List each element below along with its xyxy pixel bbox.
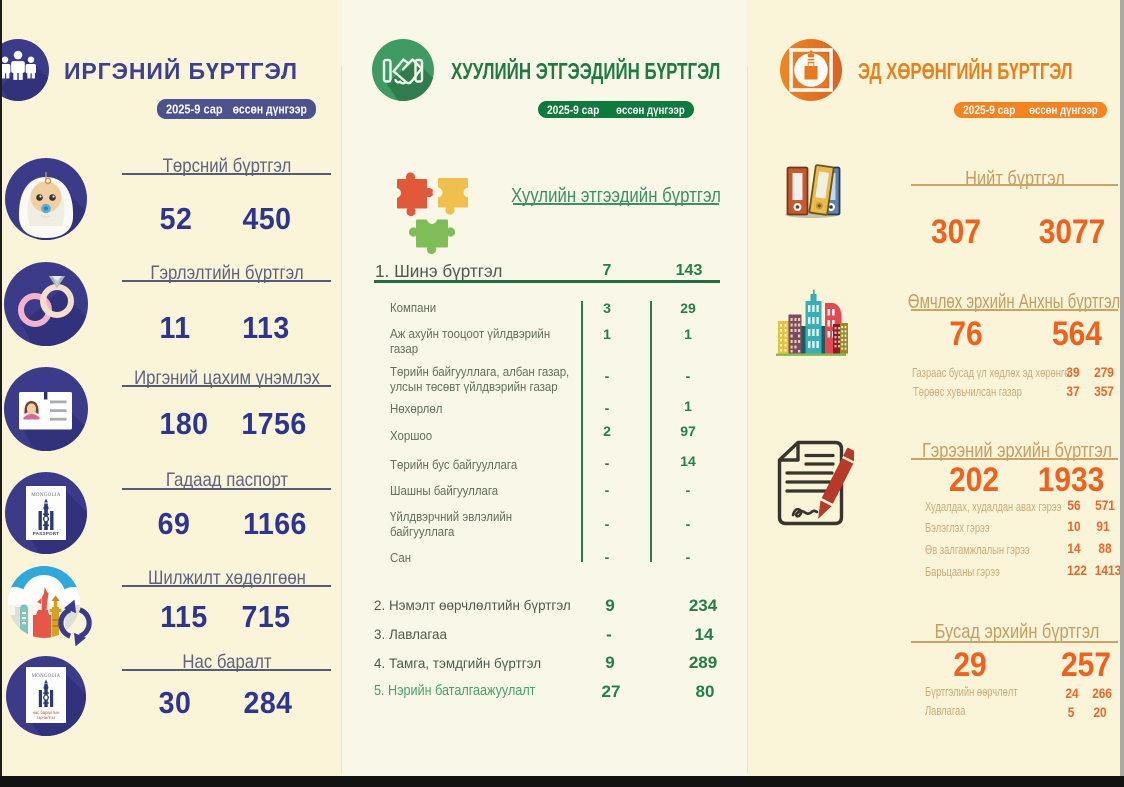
svg-text:нас баралтын: нас баралтын bbox=[33, 710, 61, 715]
svg-text:MONGOLIA: MONGOLIA bbox=[31, 493, 61, 498]
svg-text:гэрчилгээ: гэрчилгээ bbox=[37, 715, 56, 720]
svg-text:PASSPORT: PASSPORT bbox=[33, 531, 60, 536]
svg-text:MONGOLIA: MONGOLIA bbox=[32, 674, 61, 679]
